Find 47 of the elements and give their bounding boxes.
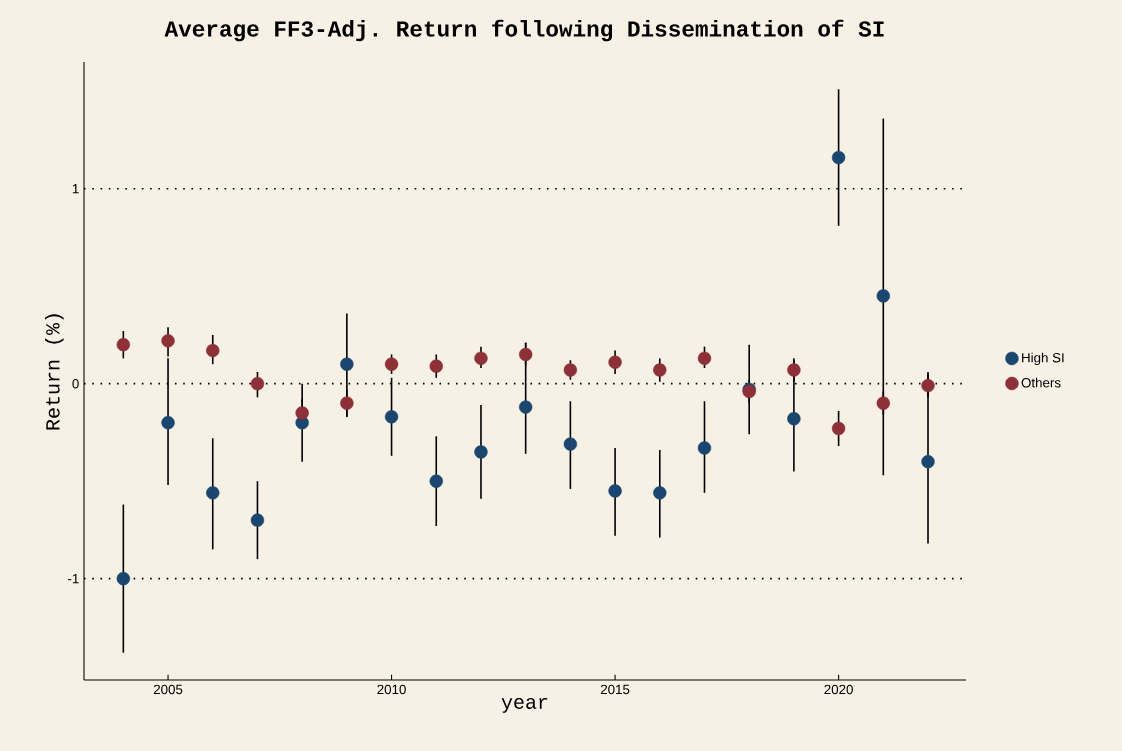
point: [116, 338, 131, 352]
point: [429, 474, 443, 488]
y-tick-label: 1: [72, 184, 79, 194]
legend-label: Others: [1021, 377, 1061, 388]
x-tick-label: 2010: [377, 684, 406, 695]
point: [921, 378, 935, 393]
y-axis-title: Return (%): [44, 314, 64, 430]
point: [161, 415, 175, 430]
point: [340, 357, 354, 371]
point: [384, 410, 399, 424]
point: [653, 363, 667, 377]
point: [563, 437, 578, 451]
point: [116, 571, 131, 586]
point: [563, 363, 578, 377]
point: [831, 150, 846, 165]
point: [519, 400, 533, 414]
point: [161, 334, 175, 348]
point: [697, 351, 712, 365]
x-tick-label: 2020: [824, 684, 853, 695]
point: [206, 486, 220, 500]
point: [831, 421, 846, 436]
point: [608, 484, 622, 498]
x-axis-title: year: [501, 697, 548, 713]
y-tick-label: -1: [68, 574, 79, 584]
legend-label: High SI: [1022, 352, 1064, 366]
y-tick-label: 0: [72, 378, 79, 389]
point: [206, 343, 220, 358]
point: [250, 377, 265, 391]
point: [384, 357, 399, 371]
point: [429, 359, 443, 373]
x-tick-label: 2005: [153, 684, 183, 695]
point: [787, 363, 801, 377]
point: [519, 347, 533, 362]
point: [787, 412, 801, 426]
point: [250, 513, 265, 527]
point: [921, 454, 935, 469]
x-tick-label: 2015: [600, 684, 630, 695]
point: [474, 445, 488, 459]
point: [697, 441, 712, 455]
point: [876, 289, 890, 303]
point: [653, 486, 667, 500]
point: [340, 396, 354, 410]
chart-title: Average FF3-Adj. Return following Dissemination of SI: [164, 19, 884, 42]
point: [608, 355, 622, 369]
point: [876, 396, 890, 410]
point: [474, 351, 488, 365]
point: [295, 406, 309, 420]
